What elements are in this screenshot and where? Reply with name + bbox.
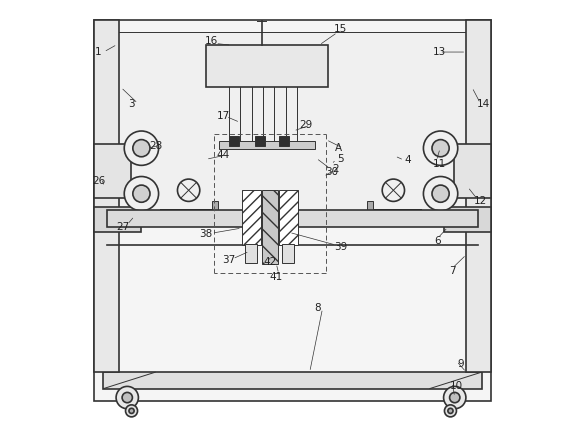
Circle shape [432, 185, 449, 202]
Circle shape [382, 179, 404, 201]
Bar [242, 190, 261, 245]
Circle shape [445, 405, 456, 417]
Text: 2: 2 [332, 164, 339, 174]
Text: 14: 14 [477, 98, 490, 108]
Text: 27: 27 [116, 222, 130, 232]
Text: 3: 3 [128, 98, 135, 108]
Bar [455, 144, 491, 198]
Circle shape [116, 386, 139, 409]
Text: 37: 37 [222, 255, 236, 265]
Text: 8: 8 [314, 303, 321, 313]
Bar [94, 20, 119, 372]
Text: 15: 15 [334, 24, 347, 34]
Text: 16: 16 [205, 36, 218, 46]
Bar [94, 20, 491, 401]
Bar [445, 207, 491, 232]
Circle shape [424, 131, 457, 165]
Text: 1: 1 [95, 47, 102, 57]
Text: 41: 41 [270, 272, 283, 282]
Text: 13: 13 [433, 47, 446, 57]
Text: 4: 4 [404, 155, 411, 165]
Circle shape [432, 140, 449, 157]
Circle shape [129, 408, 134, 413]
Bar [279, 136, 289, 146]
Bar [206, 45, 328, 87]
Circle shape [124, 131, 159, 165]
Text: 26: 26 [92, 176, 105, 186]
Bar [94, 144, 130, 198]
Text: 5: 5 [338, 154, 344, 164]
Text: 38: 38 [199, 229, 212, 239]
Text: 28: 28 [149, 141, 163, 152]
Text: 7: 7 [449, 266, 456, 276]
Bar [229, 136, 239, 146]
Bar [219, 141, 315, 149]
Bar [282, 245, 294, 263]
Circle shape [133, 185, 150, 202]
Circle shape [126, 405, 137, 417]
Text: A: A [335, 143, 342, 153]
Bar [107, 32, 478, 216]
Text: 12: 12 [474, 196, 487, 206]
Bar [367, 200, 373, 226]
Bar [245, 245, 257, 263]
Text: 44: 44 [216, 150, 229, 160]
Text: 9: 9 [457, 359, 464, 369]
Text: 39: 39 [334, 242, 347, 252]
Text: 30: 30 [325, 167, 339, 177]
Circle shape [177, 179, 200, 201]
Bar [103, 372, 482, 388]
Bar [279, 190, 298, 245]
Text: 42: 42 [264, 257, 277, 267]
Circle shape [448, 408, 453, 413]
Text: 6: 6 [434, 236, 441, 246]
Text: 17: 17 [216, 111, 229, 121]
Bar [160, 209, 214, 218]
Bar [212, 200, 218, 226]
Bar [368, 209, 422, 218]
Circle shape [124, 177, 159, 211]
Text: 11: 11 [433, 159, 446, 168]
Circle shape [122, 392, 132, 403]
Text: 10: 10 [450, 381, 463, 391]
Bar [466, 20, 491, 372]
Circle shape [450, 392, 460, 403]
Bar [94, 207, 140, 232]
Bar [107, 210, 478, 227]
Bar [254, 136, 265, 146]
Circle shape [133, 140, 150, 157]
Bar [261, 190, 278, 264]
Text: 29: 29 [300, 120, 313, 130]
Circle shape [443, 386, 466, 409]
Circle shape [424, 177, 457, 211]
